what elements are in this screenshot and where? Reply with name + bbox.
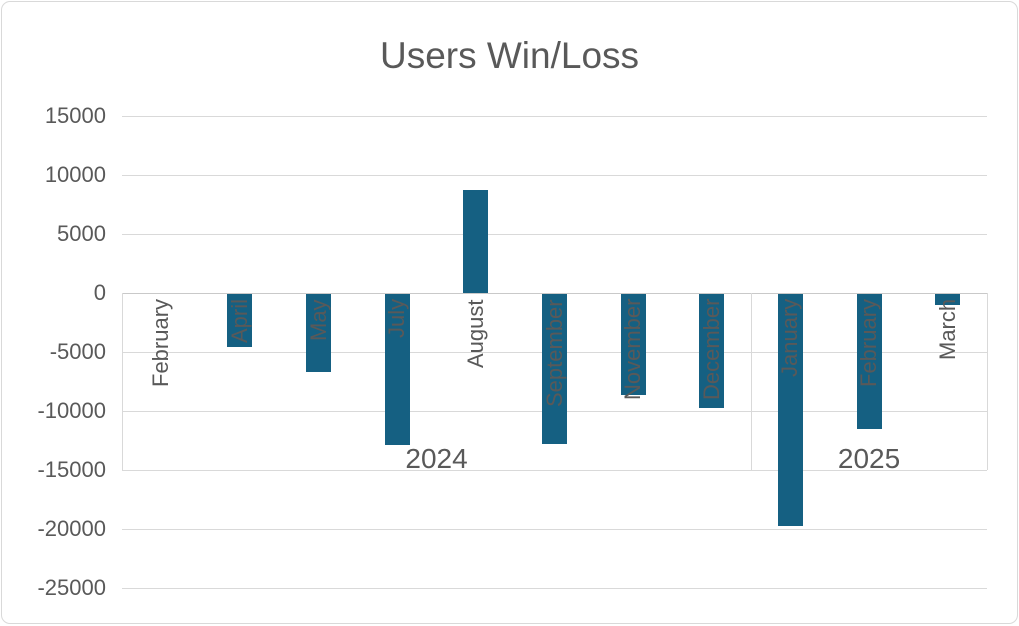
gridline bbox=[122, 234, 987, 235]
category-label: November bbox=[620, 298, 646, 400]
gridline bbox=[122, 116, 987, 117]
chart-bar-december-7[interactable] bbox=[699, 294, 724, 409]
chart-bar-november-6[interactable] bbox=[621, 294, 646, 396]
chart-bar-may-2[interactable] bbox=[306, 294, 331, 372]
year-group-label: 2024 bbox=[405, 443, 468, 474]
category-label: September bbox=[541, 299, 567, 407]
y-axis-tick-label: 5000 bbox=[57, 221, 106, 246]
chart-bar-august-4[interactable] bbox=[463, 190, 488, 293]
y-axis-tick-label: 15000 bbox=[44, 103, 106, 128]
year-group-label: 2025 bbox=[837, 443, 901, 474]
chart-bar-april-1[interactable] bbox=[227, 294, 252, 348]
y-axis-tick-label: 10000 bbox=[44, 162, 106, 187]
chart-bar-february-9[interactable] bbox=[857, 294, 882, 429]
category-label: August bbox=[462, 299, 488, 369]
y-axis-tick-label: -25000 bbox=[37, 575, 106, 600]
chart-bar-march-10[interactable] bbox=[935, 294, 960, 305]
y-axis-tick-label: -20000 bbox=[37, 516, 106, 541]
category-label: July bbox=[384, 298, 410, 338]
category-label: April bbox=[226, 298, 252, 343]
chart-title: Users Win/Loss bbox=[379, 35, 640, 76]
y-axis-tick-label: -10000 bbox=[37, 398, 106, 423]
category-axis-divider bbox=[122, 293, 123, 470]
y-axis-tick-label: -5000 bbox=[49, 339, 106, 364]
gridline bbox=[122, 175, 987, 176]
y-axis-tick-label: -15000 bbox=[37, 457, 106, 482]
category-label: January bbox=[777, 298, 803, 377]
category-axis-divider bbox=[987, 293, 988, 470]
category-label: February bbox=[856, 298, 882, 387]
gridline bbox=[122, 470, 987, 471]
chart-bar-january-8[interactable] bbox=[778, 294, 803, 527]
category-axis-divider bbox=[751, 293, 752, 470]
gridline bbox=[122, 588, 987, 589]
y-axis-tick-label: 0 bbox=[93, 280, 106, 305]
category-label: March bbox=[934, 298, 960, 360]
category-label: February bbox=[148, 298, 174, 387]
category-label: May bbox=[305, 299, 331, 341]
gridline bbox=[122, 529, 987, 530]
chart-bar-july-3[interactable] bbox=[385, 294, 410, 446]
category-label: December bbox=[698, 298, 724, 400]
x-axis-line bbox=[122, 293, 987, 294]
chart-bar-september-5[interactable] bbox=[542, 294, 567, 444]
